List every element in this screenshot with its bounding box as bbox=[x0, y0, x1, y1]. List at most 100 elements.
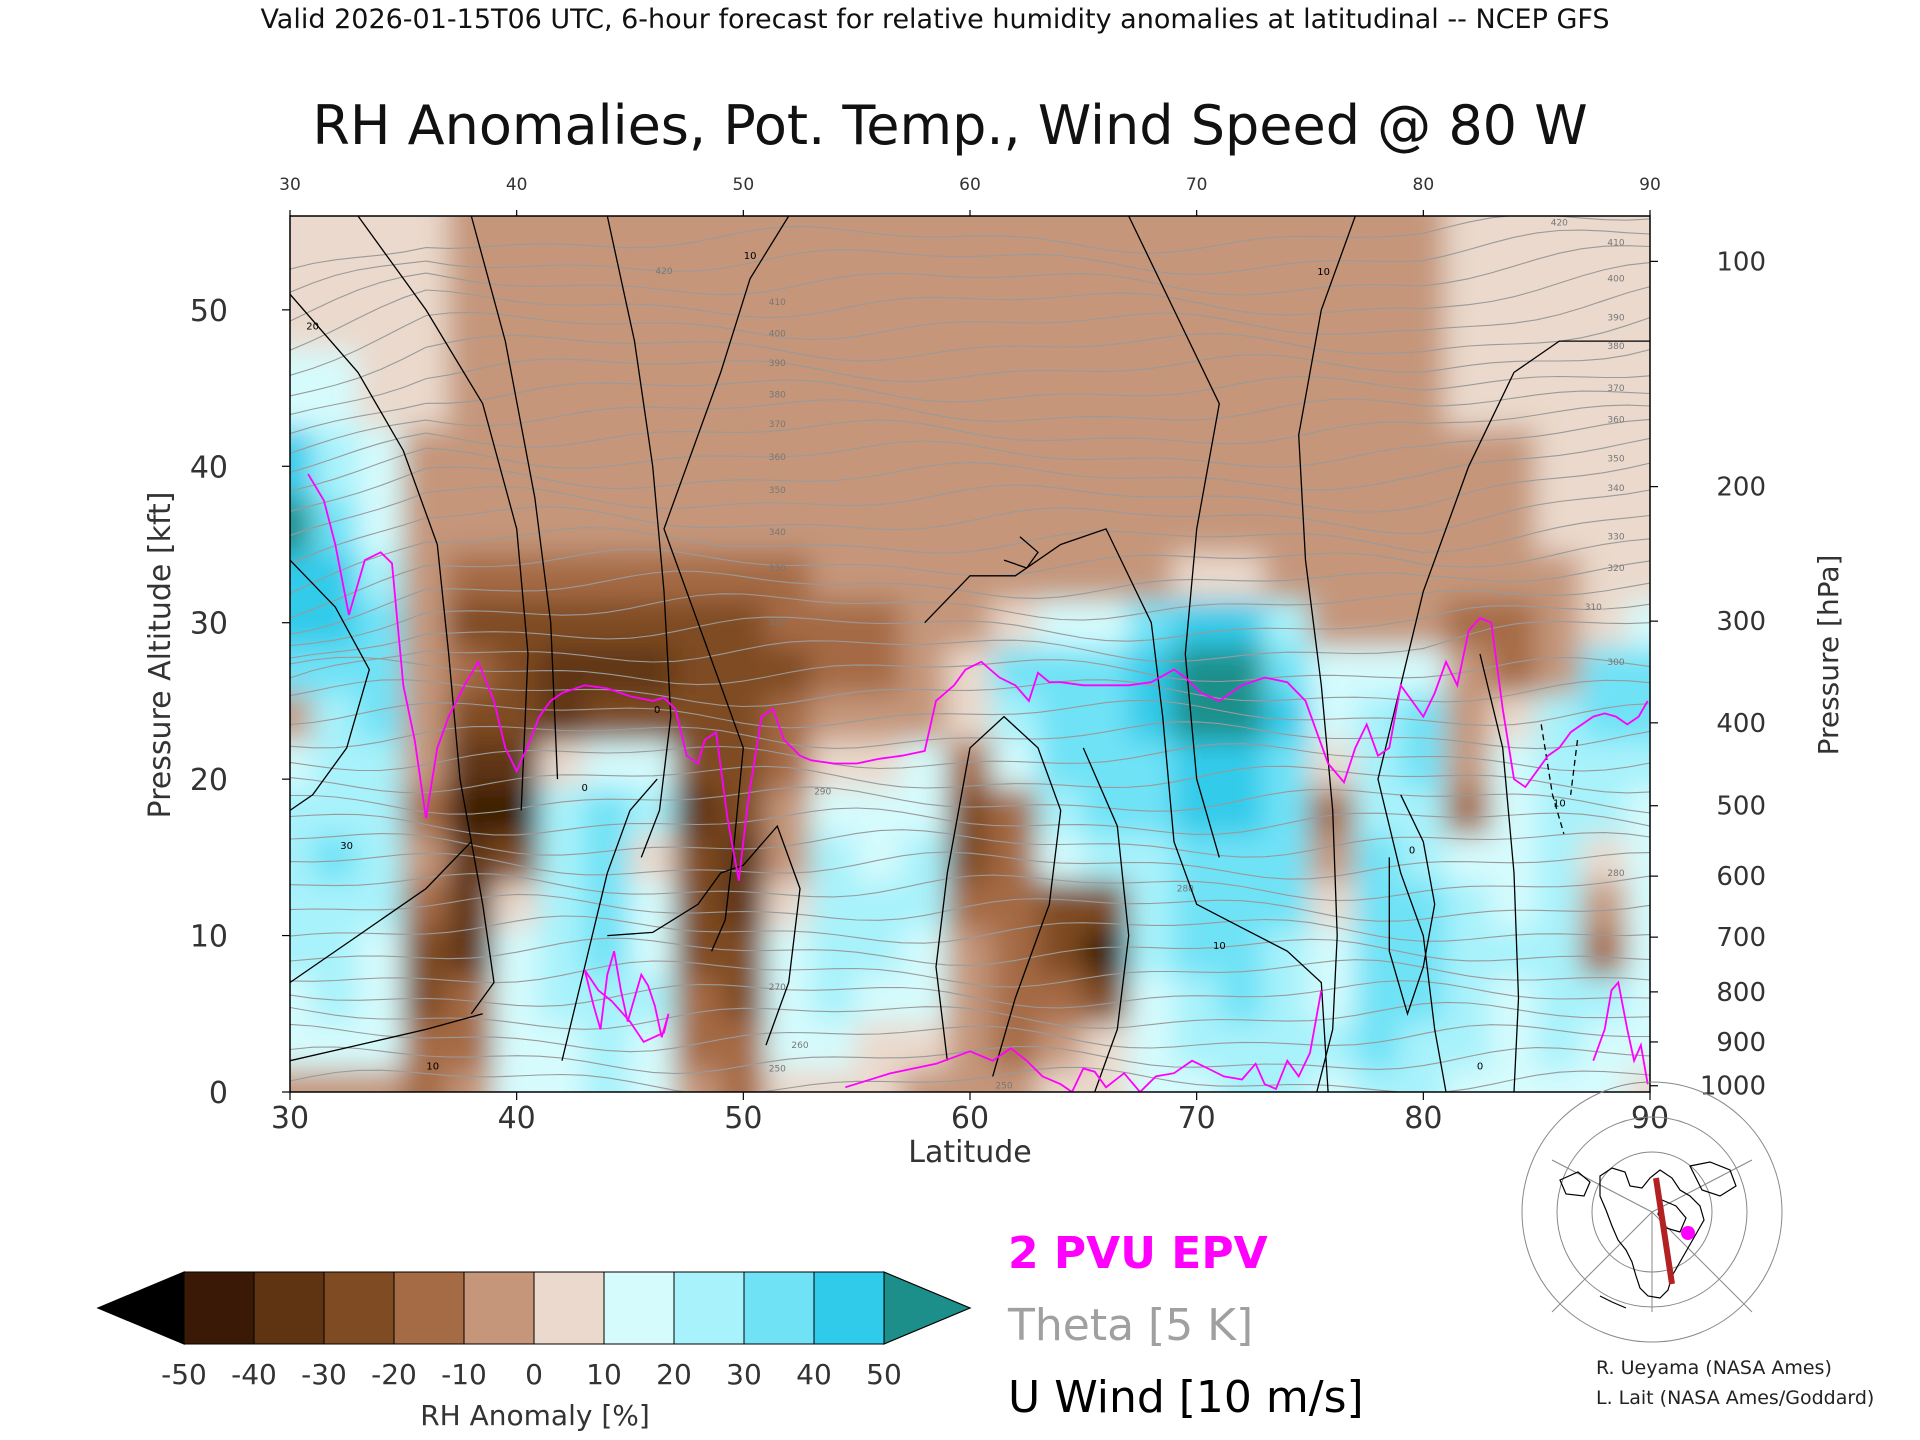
rh-cell bbox=[1309, 739, 1357, 788]
rh-cell bbox=[719, 692, 767, 742]
rh-cell bbox=[1218, 551, 1266, 601]
rh-cell bbox=[402, 216, 450, 264]
theta-isentrope bbox=[290, 262, 1650, 351]
u-wind-contour bbox=[606, 216, 672, 858]
rh-cell bbox=[765, 551, 813, 601]
rh-cell bbox=[1082, 496, 1130, 554]
rh-cell bbox=[493, 973, 541, 1023]
pressure-tick-label: 500 bbox=[1716, 792, 1766, 822]
rh-cell bbox=[538, 1067, 586, 1092]
credit-line-1: R. Ueyama (NASA Ames) bbox=[1596, 1357, 1832, 1379]
u-wind-contour bbox=[1298, 216, 1356, 1092]
rh-cell bbox=[1127, 645, 1175, 695]
rh-cell bbox=[810, 261, 858, 350]
rh-cell bbox=[493, 832, 541, 882]
rh-cell bbox=[402, 785, 450, 835]
rh-cell bbox=[1445, 551, 1493, 601]
rh-cell bbox=[1626, 496, 1650, 554]
rh-cell bbox=[402, 832, 450, 882]
rh-cell bbox=[1173, 598, 1221, 648]
rh-cell bbox=[1218, 496, 1266, 554]
rh-cell bbox=[1354, 551, 1402, 601]
x-tick-label-top: 30 bbox=[279, 175, 301, 195]
rh-cell bbox=[402, 645, 450, 695]
rh-cell bbox=[1535, 926, 1583, 976]
rh-cell bbox=[855, 347, 903, 429]
rh-cell bbox=[1218, 1020, 1266, 1070]
theta-contour-label: 280 bbox=[1607, 869, 1624, 879]
rh-cell bbox=[719, 1020, 767, 1070]
rh-cell bbox=[991, 496, 1039, 554]
rh-cell bbox=[583, 1067, 631, 1092]
u-wind-contour-label: 10 bbox=[1317, 267, 1330, 278]
rh-cell bbox=[1581, 879, 1629, 929]
valid-time-header: Valid 2026-01-15T06 UTC, 6-hour forecast… bbox=[260, 4, 1609, 35]
rh-cell bbox=[674, 785, 722, 835]
u-wind-contour bbox=[290, 1013, 483, 1062]
rh-cell bbox=[1263, 261, 1311, 350]
rh-cell bbox=[1309, 1067, 1357, 1092]
rh-cell bbox=[357, 692, 405, 742]
rh-cell bbox=[1535, 645, 1583, 695]
rh-cell bbox=[946, 926, 994, 976]
rh-cell bbox=[946, 1020, 994, 1070]
rh-cell bbox=[1354, 496, 1402, 554]
rh-cell bbox=[1309, 598, 1357, 648]
colorbar-swatch bbox=[393, 1271, 465, 1345]
rh-cell bbox=[1626, 216, 1650, 264]
rh-cell bbox=[901, 1067, 949, 1092]
rh-cell bbox=[1535, 692, 1583, 742]
rh-cell bbox=[1218, 926, 1266, 976]
rh-cell bbox=[290, 692, 314, 742]
rh-cell bbox=[674, 973, 722, 1023]
theta-isentrope bbox=[290, 893, 1650, 922]
x-tick-label: 70 bbox=[1178, 1101, 1216, 1136]
x-tick-label: 50 bbox=[724, 1101, 762, 1136]
rh-cell bbox=[1626, 426, 1650, 499]
rh-cell bbox=[810, 216, 858, 264]
rh-cell bbox=[357, 785, 405, 835]
colorbar-swatch bbox=[813, 1271, 885, 1345]
theta-isentrope bbox=[290, 743, 1650, 772]
rh-cell bbox=[1127, 926, 1175, 976]
rh-cell bbox=[493, 1020, 541, 1070]
rh-cell bbox=[1581, 496, 1629, 554]
rh-cell bbox=[946, 216, 994, 264]
rh-cell bbox=[290, 216, 314, 264]
rh-cell bbox=[1399, 645, 1447, 695]
rh-cell bbox=[1218, 261, 1266, 350]
rh-cell bbox=[1127, 216, 1175, 264]
rh-cell bbox=[719, 785, 767, 835]
rh-cell bbox=[1263, 785, 1311, 835]
theta-isentrope bbox=[290, 404, 1650, 474]
colorbar-swatch bbox=[183, 1271, 255, 1345]
rh-cell bbox=[311, 261, 359, 350]
rh-cell bbox=[357, 739, 405, 788]
rh-cell bbox=[447, 347, 495, 429]
rh-cell bbox=[290, 598, 314, 648]
colorbar-swatch bbox=[463, 1271, 535, 1345]
rh-cell bbox=[1127, 261, 1175, 350]
rh-cell bbox=[1490, 496, 1538, 554]
rh-cell bbox=[855, 692, 903, 742]
rh-cell bbox=[1535, 347, 1583, 429]
epv-2pvu-line-low_left bbox=[583, 950, 670, 1044]
rh-cell bbox=[901, 551, 949, 601]
rh-cell bbox=[357, 261, 405, 350]
rh-cell bbox=[810, 1020, 858, 1070]
rh-cell bbox=[1127, 496, 1175, 554]
u-wind-contour bbox=[1128, 216, 1220, 858]
theta-contour-label: 390 bbox=[1607, 314, 1624, 324]
rh-cell bbox=[765, 785, 813, 835]
rh-cell bbox=[855, 216, 903, 264]
theta-contour-label: 380 bbox=[769, 390, 786, 400]
rh-cell bbox=[357, 1067, 405, 1092]
rh-cell bbox=[1037, 347, 1085, 429]
chart-title: RH Anomalies, Pot. Temp., Wind Speed @ 8… bbox=[312, 94, 1587, 157]
rh-cell bbox=[719, 973, 767, 1023]
rh-cell bbox=[901, 832, 949, 882]
rh-cell bbox=[855, 426, 903, 499]
rh-cell bbox=[538, 973, 586, 1023]
rh-cell bbox=[357, 879, 405, 929]
